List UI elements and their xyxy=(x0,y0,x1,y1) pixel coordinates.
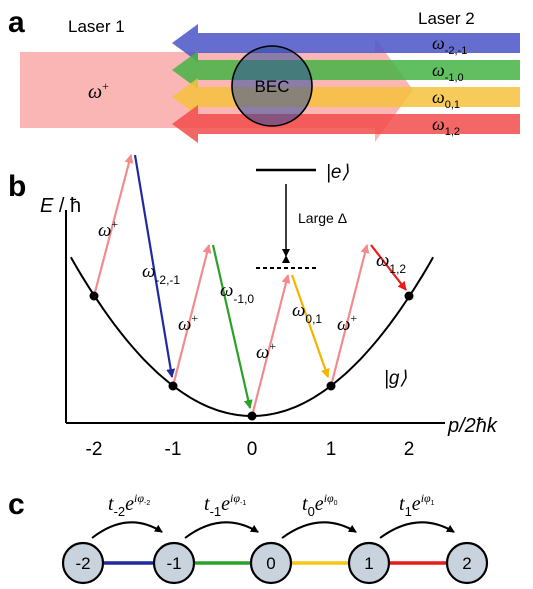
laser1-omega-label: ω+ xyxy=(88,79,109,103)
ground-state-label: |g⟩ xyxy=(384,368,408,389)
hop-arc-1 xyxy=(379,521,455,539)
label-up-0: ω+ xyxy=(256,339,276,363)
panel-a: a Laser 1 Laser 2 BEC ω+ ω-2,-1 ω-1,0 ω0… xyxy=(8,6,520,143)
hop-arc-m2 xyxy=(91,521,163,539)
detuning-label: Large Δ xyxy=(298,210,347,226)
panel-c: c -2 -1 0 1 2 t-2 xyxy=(8,488,489,585)
transition-up-1 xyxy=(329,244,370,387)
transition-down-m2m1 xyxy=(133,154,176,378)
site-node: 0 xyxy=(249,541,293,585)
state-point-m2 xyxy=(89,291,99,301)
hop-label-0: t0eiφ0 xyxy=(302,491,338,519)
bec-cloud xyxy=(231,45,313,127)
transition-down-m1-0 xyxy=(211,244,253,409)
beam-label-m2m1: ω-2,-1 xyxy=(432,33,467,57)
state-point-m1 xyxy=(168,381,178,391)
y-axis-label: E / ħ xyxy=(40,195,81,217)
site-node: -2 xyxy=(61,541,105,585)
site-label: 2 xyxy=(462,554,471,573)
label-down-m1-0: ω-1,0 xyxy=(220,280,254,306)
dispersion-parabola xyxy=(70,256,434,418)
label-up-m2: ω+ xyxy=(98,217,118,241)
transition-up-0 xyxy=(250,274,291,417)
bec-label: BEC xyxy=(255,77,290,96)
transition-down-1-2 xyxy=(370,244,407,291)
transition-down-0-1 xyxy=(290,274,330,378)
label-down-0-1: ω0,1 xyxy=(292,300,322,326)
site-node: -1 xyxy=(152,541,196,585)
panel-a-label: a xyxy=(8,6,25,39)
hop-label-m1: t-1eiφ-1 xyxy=(204,491,246,519)
beam-label-m1-0: ω-1,0 xyxy=(432,60,464,84)
laser1-label: Laser 1 xyxy=(68,17,125,36)
site-node: 2 xyxy=(445,541,489,585)
site-label: 0 xyxy=(266,554,275,573)
transition-up-m2 xyxy=(92,154,134,297)
excited-state-label: |e⟩ xyxy=(326,162,350,183)
label-up-1: ω+ xyxy=(337,311,357,335)
hop-label-1: t1eiφ1 xyxy=(399,491,435,519)
label-up-m1: ω+ xyxy=(178,311,198,335)
site-node: 1 xyxy=(347,541,391,585)
x-tick-m2: -2 xyxy=(86,439,103,460)
label-down-1-2: ω1,2 xyxy=(376,250,406,276)
site-label: -1 xyxy=(166,554,181,573)
site-label: -2 xyxy=(75,554,90,573)
panel-b-label: b xyxy=(8,170,26,203)
beam-label-0-1: ω0,1 xyxy=(432,87,460,111)
laser2-label: Laser 2 xyxy=(418,9,475,28)
x-tick-2: 2 xyxy=(404,439,415,460)
x-tick-m1: -1 xyxy=(165,439,182,460)
hop-arc-0 xyxy=(281,521,357,539)
state-point-1 xyxy=(326,381,336,391)
label-down-m2m1: ω-2,-1 xyxy=(142,261,180,287)
x-tick-0: 0 xyxy=(247,439,258,460)
state-point-0 xyxy=(247,411,257,421)
hop-arc-m1 xyxy=(184,521,259,539)
panel-c-label: c xyxy=(8,488,25,521)
x-axis-label: p/2ħk xyxy=(447,415,498,437)
x-tick-1: 1 xyxy=(326,439,337,460)
beam-label-1-2: ω1,2 xyxy=(432,114,460,138)
site-label: 1 xyxy=(364,554,373,573)
state-point-2 xyxy=(404,291,414,301)
hop-label-m2: t-2eiφ-2 xyxy=(108,491,150,519)
panel-b: b E / ħ p/2ħk -2 -1 0 1 2 |e⟩ Large Δ |g… xyxy=(8,154,498,460)
transition-up-m1 xyxy=(171,244,212,387)
